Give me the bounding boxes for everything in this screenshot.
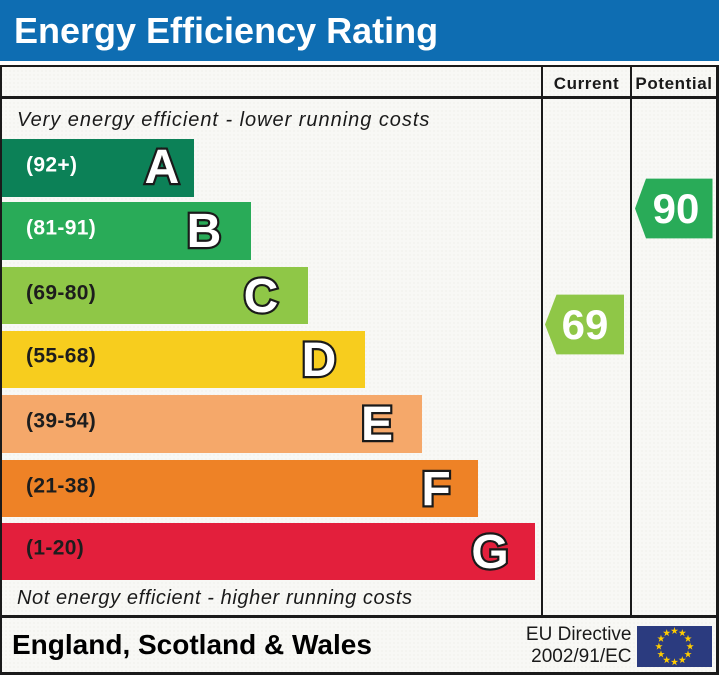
svg-text:G: G — [471, 526, 508, 579]
svg-text:F: F — [421, 463, 450, 516]
svg-text:C: C — [244, 270, 279, 323]
svg-text:A: A — [145, 141, 180, 194]
svg-text:D: D — [301, 334, 336, 387]
svg-text:69: 69 — [562, 301, 609, 348]
svg-text:B: B — [186, 205, 221, 258]
svg-text:E: E — [361, 398, 393, 451]
svg-text:90: 90 — [653, 185, 700, 232]
